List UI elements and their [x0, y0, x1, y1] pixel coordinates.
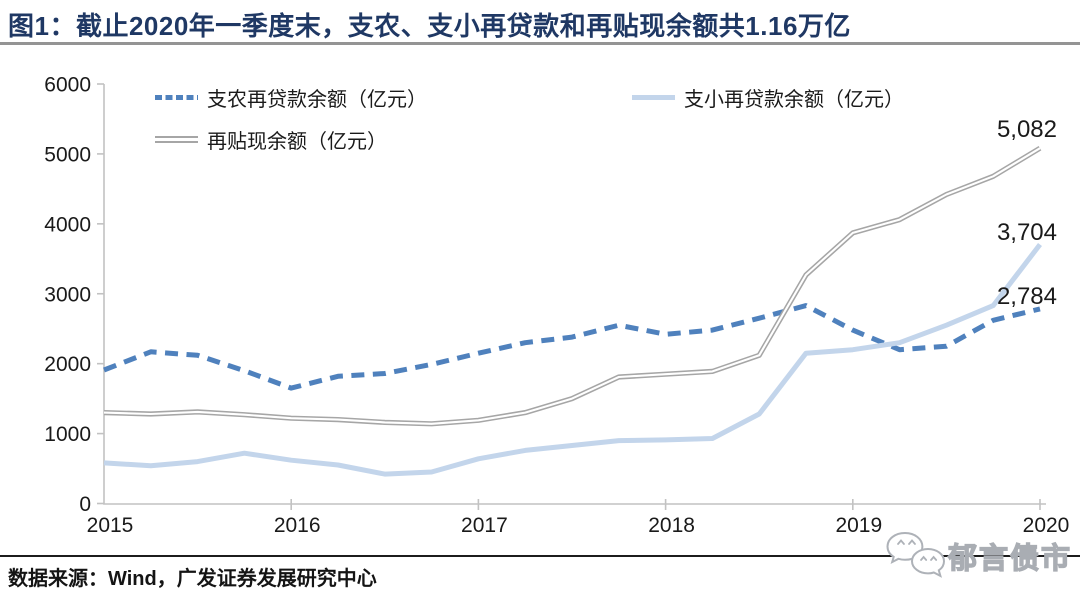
- figure-title: 图1：截止2020年一季度末，支农、支小再贷款和再贴现余额共1.16万亿: [8, 11, 851, 41]
- wechat-bubbles-icon: [886, 531, 946, 578]
- footer-separator: [0, 555, 1080, 557]
- legend-label: 支小再贷款余额（亿元）: [684, 88, 904, 111]
- y-tick-label: 2000: [44, 353, 91, 376]
- y-tick-label: 0: [79, 493, 91, 516]
- legend-swatch-double-line: [155, 135, 198, 143]
- data-source-note: 数据来源：Wind，广发证券发展研究中心: [8, 568, 377, 590]
- legend-label: 支农再贷款余额（亿元）: [207, 88, 427, 111]
- legend-swatch-dashed-line: [155, 94, 198, 100]
- legend-item-zaitiexian: 再贴现余额（亿元）: [155, 128, 387, 153]
- watermark-text: 郁言债市: [947, 542, 1073, 575]
- x-tick-label: 2017: [461, 514, 508, 537]
- series-line-zhinong: [103, 303, 1041, 391]
- y-tick-label: 1000: [44, 423, 91, 446]
- x-tick-label: 2015: [87, 514, 134, 537]
- watermark: 郁言债市: [884, 527, 1072, 585]
- x-tick-label: 2020: [1023, 514, 1070, 537]
- data-label-zaitiexian: 5,082: [996, 116, 1057, 143]
- x-tick-label: 2016: [274, 514, 321, 537]
- title-separator: [0, 42, 1080, 45]
- y-tick-label: 6000: [44, 74, 91, 97]
- y-tick-label: 4000: [44, 213, 91, 236]
- y-tick-label: 3000: [44, 283, 91, 306]
- data-label-zhixiao: 3,704: [996, 219, 1057, 246]
- data-label-zhinong: 2,784: [996, 283, 1057, 310]
- legend-label: 再贴现余额（亿元）: [207, 130, 387, 153]
- legend-item-zhixiao: 支小再贷款余额（亿元）: [632, 86, 904, 111]
- series-line-zaitiexian-inner: [103, 147, 1041, 425]
- legend-item-zhinong: 支农再贷款余额（亿元）: [155, 86, 427, 111]
- y-tick-label: 5000: [44, 143, 91, 166]
- x-tick-label: 2019: [835, 514, 882, 537]
- series-line-zhixiao: [103, 242, 1042, 477]
- x-tick-label: 2018: [648, 514, 695, 537]
- series-line-zaitiexian: [103, 145, 1042, 427]
- legend-swatch-solid-line: [632, 94, 675, 100]
